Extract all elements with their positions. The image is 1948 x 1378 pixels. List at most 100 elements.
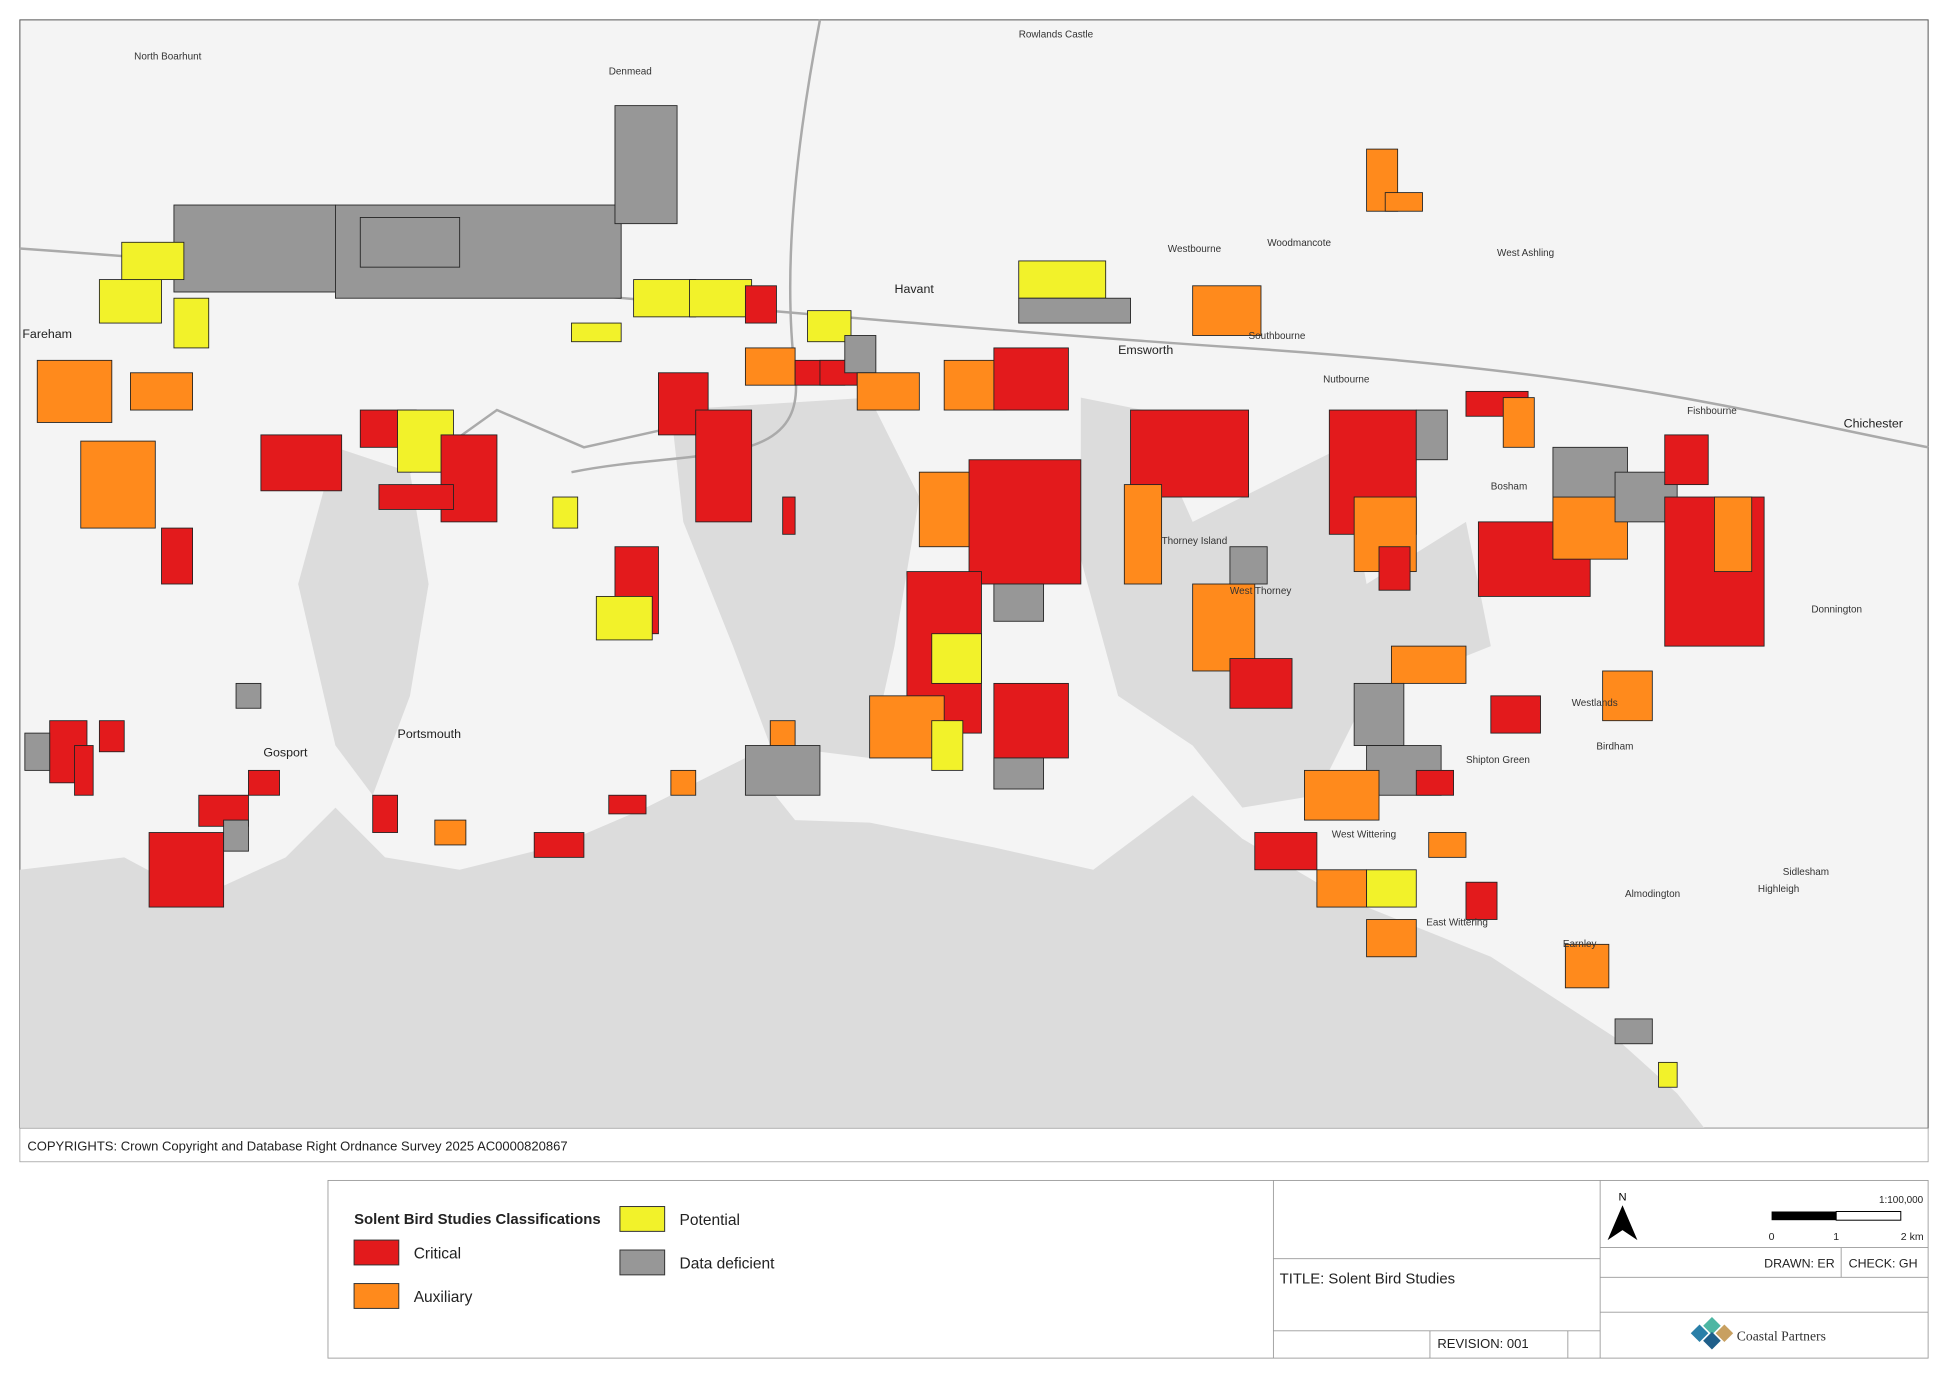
classified-area bbox=[1192, 285, 1262, 336]
classified-area bbox=[993, 347, 1069, 411]
classified-area bbox=[1490, 695, 1541, 734]
sea bbox=[19, 757, 1705, 1129]
classified-area bbox=[1130, 409, 1249, 498]
classified-area bbox=[931, 720, 964, 771]
scale-tick: 0 bbox=[1769, 1231, 1775, 1243]
place-label: Rowlands Castle bbox=[1019, 29, 1094, 40]
classified-area bbox=[1366, 919, 1417, 958]
classified-area bbox=[1415, 769, 1454, 796]
classified-area bbox=[98, 720, 125, 753]
legend-swatch bbox=[619, 1249, 666, 1276]
classified-area bbox=[608, 794, 647, 815]
classified-area bbox=[1428, 832, 1467, 858]
scale-tick: 1 bbox=[1833, 1231, 1839, 1243]
classified-area bbox=[670, 769, 697, 796]
north-arrow bbox=[1607, 1205, 1638, 1241]
place-label: Havant bbox=[894, 282, 934, 296]
classified-area bbox=[1658, 1061, 1678, 1088]
place-label: West Ashling bbox=[1497, 248, 1554, 259]
classified-area bbox=[1614, 1018, 1653, 1045]
place-label: Westlands bbox=[1572, 698, 1618, 709]
place-label: Woodmancote bbox=[1267, 238, 1331, 249]
place-label: Emsworth bbox=[1118, 343, 1173, 357]
classified-area bbox=[993, 682, 1069, 759]
place-label: Chichester bbox=[1844, 416, 1903, 430]
classified-area bbox=[1564, 943, 1610, 989]
classified-area bbox=[36, 359, 113, 423]
classified-area bbox=[807, 310, 852, 343]
classified-area bbox=[614, 105, 678, 225]
classified-area bbox=[968, 459, 1082, 585]
classified-area bbox=[1304, 769, 1380, 821]
place-label: West Wittering bbox=[1332, 829, 1396, 840]
classified-area bbox=[552, 496, 579, 529]
scale-bar bbox=[1835, 1210, 1902, 1221]
legend-label: Critical bbox=[414, 1246, 461, 1263]
classified-area bbox=[1390, 645, 1467, 684]
place-label: Thorney Island bbox=[1162, 536, 1228, 547]
classified-area bbox=[74, 745, 94, 796]
legend: Critical Auxiliary Potential Data deficient bbox=[353, 1206, 776, 1309]
classified-area bbox=[24, 732, 51, 771]
block-frame bbox=[327, 1179, 1929, 1359]
classified-area bbox=[1602, 670, 1653, 722]
place-label: Denmead bbox=[609, 67, 652, 78]
scale: 1:100,000 bbox=[1879, 1195, 1924, 1206]
legend-swatch bbox=[619, 1206, 666, 1232]
logo-mark bbox=[1690, 1317, 1734, 1350]
classified-area bbox=[1229, 658, 1293, 709]
classified-area bbox=[173, 204, 336, 293]
check: CHECK: GH bbox=[1849, 1256, 1918, 1270]
place-label: West Thorney bbox=[1230, 586, 1291, 597]
classified-area bbox=[844, 335, 877, 374]
classified-area bbox=[1366, 869, 1417, 908]
place-label: Southbourne bbox=[1249, 331, 1306, 342]
place-label: Westbourne bbox=[1168, 244, 1222, 255]
classified-area bbox=[1229, 546, 1268, 585]
classification-areas bbox=[24, 105, 1765, 1088]
legend-label: Auxiliary bbox=[414, 1289, 473, 1306]
legend-swatch bbox=[353, 1239, 400, 1266]
place-label: Fishbourne bbox=[1687, 406, 1737, 417]
classified-area bbox=[121, 241, 185, 281]
classified-area bbox=[1502, 397, 1535, 448]
classified-area bbox=[1018, 297, 1131, 324]
classified-area bbox=[98, 279, 162, 324]
copyright: COPYRIGHTS: Crown Copyright and Database… bbox=[27, 1139, 567, 1154]
revision: REVISION: 001 bbox=[1437, 1336, 1528, 1351]
classified-area bbox=[1353, 682, 1405, 746]
legend-label: Data deficient bbox=[680, 1256, 776, 1273]
legend-block bbox=[327, 1179, 1929, 1359]
place-label: Earnley bbox=[1563, 939, 1597, 950]
classified-area bbox=[434, 819, 467, 846]
copyright-strip bbox=[19, 1127, 1929, 1163]
classified-area bbox=[595, 595, 653, 641]
classified-area bbox=[248, 769, 280, 796]
map: Havant Emsworth Chichester Fareham Gospo… bbox=[19, 19, 1929, 1129]
place-label: Donnington bbox=[1811, 605, 1862, 616]
legend-title: Solent Bird Studies Classifications bbox=[354, 1212, 601, 1228]
portsmouth-harbour bbox=[298, 447, 429, 796]
classified-area bbox=[695, 409, 753, 523]
legend-label: Potential bbox=[680, 1212, 740, 1229]
classified-area bbox=[1192, 583, 1256, 672]
classified-area bbox=[633, 279, 697, 318]
place-label: Shipton Green bbox=[1466, 755, 1530, 766]
place-label: Portsmouth bbox=[398, 727, 462, 741]
classified-area bbox=[931, 633, 982, 684]
place-label: Highleigh bbox=[1758, 884, 1799, 895]
classified-area bbox=[235, 682, 262, 709]
classified-area bbox=[993, 583, 1045, 622]
place-label: East Wittering bbox=[1426, 918, 1488, 929]
scale-bar bbox=[1771, 1211, 1837, 1221]
scale-tick: 2 km bbox=[1901, 1231, 1924, 1243]
classified-area bbox=[223, 819, 249, 852]
classified-area bbox=[359, 217, 461, 268]
place-label: North Boarhunt bbox=[134, 52, 202, 63]
classified-area bbox=[173, 297, 210, 349]
place-label: Nutbourne bbox=[1323, 375, 1370, 386]
classified-area bbox=[782, 496, 796, 535]
legend-swatch bbox=[353, 1283, 400, 1309]
map-title: TITLE: Solent Bird Studies bbox=[1280, 1272, 1455, 1288]
